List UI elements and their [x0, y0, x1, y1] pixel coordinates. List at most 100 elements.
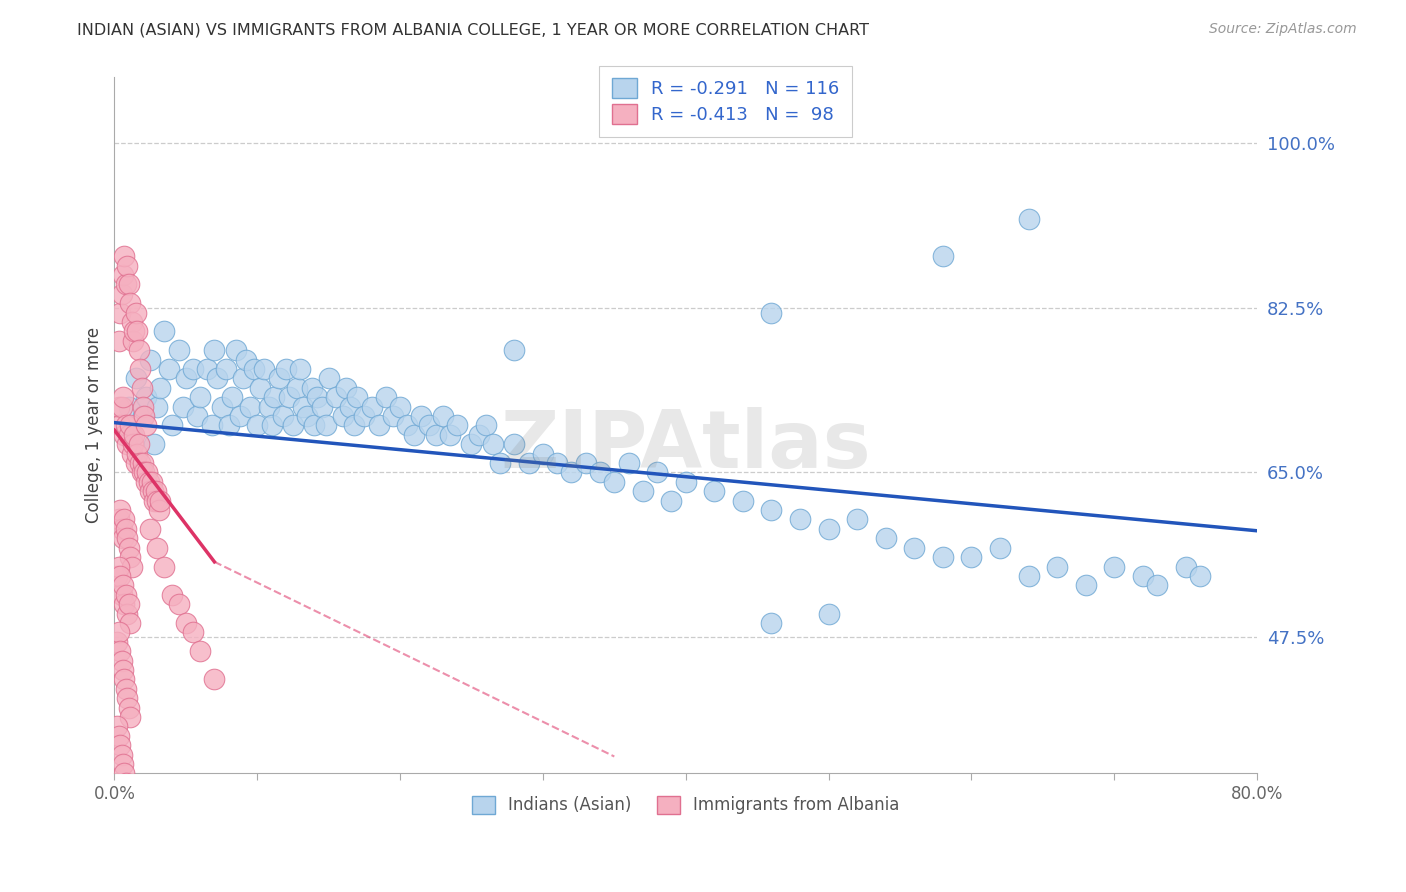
Point — [138, 475, 160, 489]
Point — [107, 625, 129, 640]
Point — [207, 371, 229, 385]
Point — [117, 785, 139, 799]
Point — [467, 427, 489, 442]
Point — [589, 466, 612, 480]
Point — [145, 484, 167, 499]
Point — [110, 654, 132, 668]
Point — [411, 409, 433, 423]
Point — [110, 522, 132, 536]
Point — [301, 381, 323, 395]
Point — [703, 484, 725, 499]
Point — [118, 795, 141, 809]
Point — [118, 277, 141, 292]
Point — [202, 343, 225, 358]
Point — [232, 371, 254, 385]
Point — [129, 362, 152, 376]
Point — [195, 362, 218, 376]
Text: INDIAN (ASIAN) VS IMMIGRANTS FROM ALBANIA COLLEGE, 1 YEAR OR MORE CORRELATION CH: INDIAN (ASIAN) VS IMMIGRANTS FROM ALBANI… — [77, 22, 869, 37]
Point — [115, 418, 138, 433]
Point — [112, 512, 135, 526]
Point — [148, 503, 170, 517]
Point — [249, 381, 271, 395]
Point — [218, 418, 240, 433]
Point — [167, 597, 190, 611]
Point — [134, 466, 156, 480]
Point — [172, 400, 194, 414]
Point — [105, 719, 128, 733]
Point — [107, 512, 129, 526]
Point — [117, 531, 139, 545]
Point — [367, 418, 389, 433]
Point — [202, 673, 225, 687]
Point — [360, 400, 382, 414]
Point — [146, 493, 169, 508]
Point — [105, 569, 128, 583]
Point — [181, 625, 204, 640]
Point — [186, 409, 208, 423]
Point — [174, 371, 197, 385]
Point — [127, 325, 149, 339]
Point — [120, 615, 142, 630]
Point — [129, 456, 152, 470]
Point — [160, 588, 183, 602]
Point — [125, 305, 148, 319]
Point — [143, 437, 166, 451]
Point — [239, 400, 262, 414]
Point — [167, 343, 190, 358]
Point — [117, 437, 139, 451]
Point — [335, 381, 357, 395]
Point — [125, 371, 148, 385]
Point — [108, 569, 131, 583]
Point — [131, 466, 153, 480]
Point — [988, 541, 1011, 555]
Point — [225, 343, 247, 358]
Point — [107, 400, 129, 414]
Point — [260, 418, 283, 433]
Point — [120, 418, 142, 433]
Point — [381, 409, 404, 423]
Point — [271, 409, 294, 423]
Point — [121, 315, 143, 329]
Point — [157, 362, 180, 376]
Point — [117, 691, 139, 706]
Point — [439, 427, 461, 442]
Point — [105, 634, 128, 648]
Point — [353, 409, 375, 423]
Point — [146, 541, 169, 555]
Point — [108, 738, 131, 752]
Point — [374, 390, 396, 404]
Point — [132, 409, 155, 423]
Point — [134, 409, 156, 423]
Point — [108, 644, 131, 658]
Point — [1174, 559, 1197, 574]
Point — [111, 578, 134, 592]
Point — [817, 607, 839, 621]
Point — [418, 418, 440, 433]
Point — [135, 475, 157, 489]
Point — [281, 418, 304, 433]
Point — [117, 607, 139, 621]
Point — [517, 456, 540, 470]
Point — [110, 588, 132, 602]
Point — [139, 484, 162, 499]
Point — [389, 400, 412, 414]
Text: ZIPAtlas: ZIPAtlas — [501, 408, 872, 485]
Point — [142, 484, 165, 499]
Point — [118, 400, 141, 414]
Point — [131, 381, 153, 395]
Point — [124, 325, 146, 339]
Point — [153, 325, 176, 339]
Point — [332, 409, 354, 423]
Point — [117, 259, 139, 273]
Point — [489, 456, 512, 470]
Point — [139, 352, 162, 367]
Point — [174, 615, 197, 630]
Point — [875, 531, 897, 545]
Point — [311, 400, 333, 414]
Point — [115, 522, 138, 536]
Point — [285, 381, 308, 395]
Point — [124, 427, 146, 442]
Point — [297, 409, 319, 423]
Point — [221, 390, 243, 404]
Point — [111, 531, 134, 545]
